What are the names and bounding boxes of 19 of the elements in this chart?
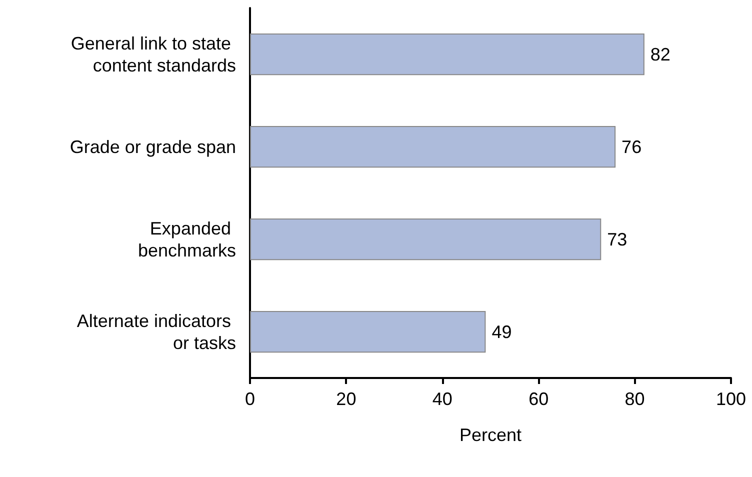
x-tick-label: 100	[716, 389, 746, 409]
y-tick-label: Alternate indicators or tasks	[76, 310, 236, 353]
x-tick-label: 80	[624, 389, 645, 409]
bar	[250, 126, 616, 168]
y-tick-label: Grade or grade span	[70, 136, 236, 157]
x-tick-label: 40	[432, 389, 452, 409]
x-tick-label: 60	[528, 389, 549, 409]
x-tick-label: 20	[336, 389, 356, 409]
data-label: 76	[622, 136, 642, 157]
bar	[250, 33, 644, 76]
bar	[250, 310, 486, 353]
data-label: 49	[492, 322, 512, 342]
bar	[250, 218, 602, 260]
data-label: 82	[650, 44, 670, 64]
y-tick-label: General link to state content standards	[70, 33, 236, 76]
y-tick-label: Expanded benchmarks	[138, 218, 236, 260]
x-tick-label: 0	[244, 389, 256, 409]
data-label: 73	[607, 229, 628, 250]
x-axis-title: Percent	[459, 425, 522, 445]
